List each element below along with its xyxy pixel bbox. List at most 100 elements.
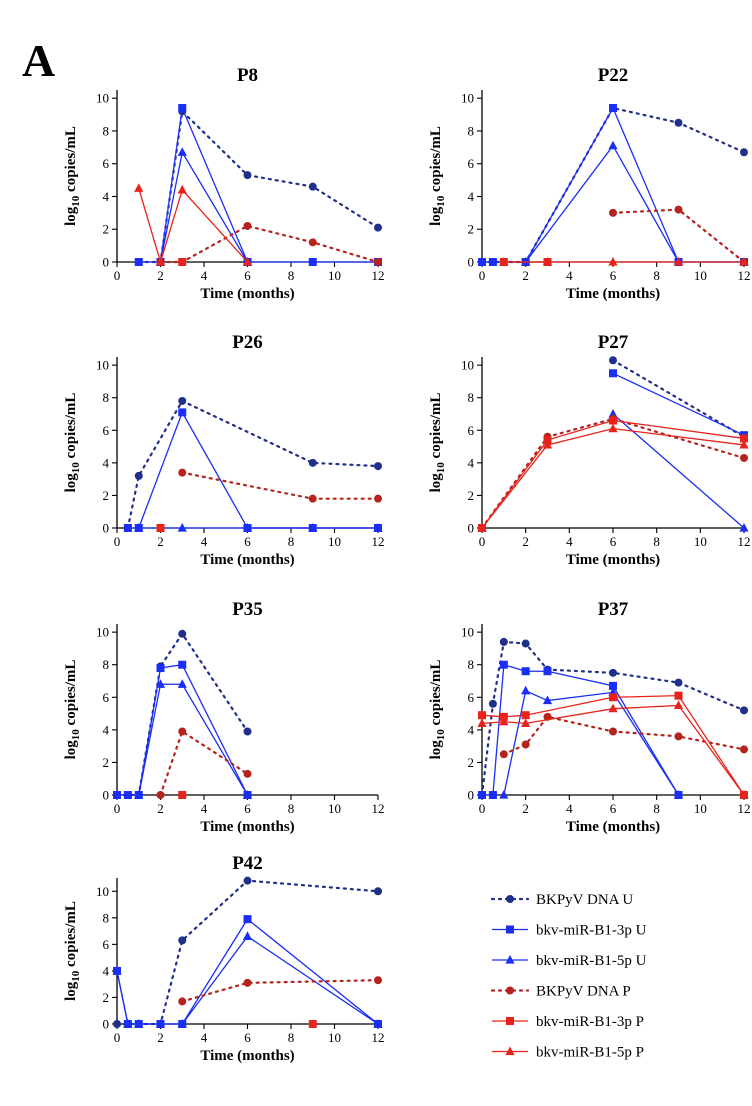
data-point	[123, 1019, 133, 1028]
y-tick-label: 0	[468, 788, 475, 803]
x-tick-label: 6	[610, 534, 617, 549]
data-point	[308, 258, 317, 266]
x-tick-label: 2	[157, 534, 164, 549]
x-tick-label: 8	[653, 534, 660, 549]
series-BKPyV DNA P	[156, 221, 382, 266]
data-point	[673, 790, 684, 799]
chart-P42: P42 0 2 4 6 8 10 0 2 4 6 8 10 12 Time (months) log10 co…	[63, 853, 385, 1064]
chart-title: P8	[237, 65, 258, 86]
data-point	[674, 118, 683, 127]
series-bkv-miR-B1-5p U	[608, 409, 749, 532]
x-tick-label: 8	[288, 534, 295, 549]
x-tick-label: 10	[328, 801, 341, 816]
charts-group: P8 0 2 4 6 8 10 0 2 4 6 8 10 12 Time (months) log10 cop…	[63, 65, 751, 1064]
data-point	[740, 745, 748, 754]
series-BKPyV DNA P	[178, 976, 382, 1006]
data-point	[156, 524, 165, 532]
series-bkv-miR-B1-3p P	[308, 1020, 317, 1028]
x-tick-label: 8	[288, 1030, 295, 1045]
x-tick-label: 10	[328, 1030, 341, 1045]
series-bkv-miR-B1-3p P	[478, 416, 748, 532]
y-tick-label: 6	[468, 156, 475, 171]
data-point	[243, 171, 252, 180]
series-line	[612, 372, 745, 436]
y-axis-label: log10 copies/mL	[63, 660, 82, 760]
y-tick-label: 8	[103, 123, 110, 138]
series-bkv-miR-B1-5p U	[521, 140, 684, 266]
y-tick-label: 4	[468, 189, 475, 204]
x-axis-label: Time (months)	[200, 286, 294, 302]
y-tick-label: 10	[96, 358, 109, 373]
series-line	[481, 704, 745, 796]
chart-P37: P37 0 2 4 6 8 10 0 2 4 6 8 10 12 Time (months) log10 co…	[428, 599, 751, 835]
data-point	[242, 931, 253, 940]
legend-item: bkv-miR-B1-5p U	[492, 953, 647, 969]
legend-label: BKPyV DNA U	[536, 892, 633, 908]
legend: BKPyV DNA U bkv-miR-B1-3p U bkv-miR-B1-5p …	[490, 892, 647, 1061]
data-point	[609, 104, 617, 113]
y-tick-label: 10	[96, 884, 109, 899]
chart-P22: P22 0 2 4 6 8 10 0 2 4 6 8 10 12 Time (months) log10 co…	[428, 65, 751, 302]
y-tick-label: 6	[103, 937, 110, 952]
legend-marker	[506, 895, 514, 903]
legend-label: bkv-miR-B1-3p P	[536, 1014, 644, 1030]
data-point	[478, 258, 486, 266]
data-point	[308, 182, 317, 191]
data-point	[178, 408, 187, 417]
x-tick-label: 2	[522, 268, 529, 283]
data-point	[308, 238, 317, 247]
x-axis-label: Time (months)	[200, 819, 294, 835]
data-point	[243, 221, 252, 230]
series-bkv-miR-B1-3p P	[156, 524, 165, 532]
series-BKPyV DNA P	[499, 712, 748, 759]
data-point	[740, 148, 748, 157]
data-point	[374, 887, 382, 896]
x-tick-label: 0	[114, 268, 121, 283]
chart-title: P22	[598, 65, 629, 86]
data-point	[608, 257, 618, 266]
data-point	[609, 416, 617, 425]
series-bkv-miR-B1-5p P	[499, 257, 749, 266]
x-tick-label: 0	[479, 534, 486, 549]
data-point	[488, 699, 497, 708]
chart-title: P37	[598, 599, 629, 620]
data-point	[242, 523, 253, 532]
data-point	[739, 439, 749, 449]
series-line	[612, 413, 745, 529]
legend-marker	[505, 955, 515, 964]
y-tick-label: 10	[461, 625, 474, 640]
data-point	[609, 693, 617, 702]
data-point	[113, 1020, 121, 1028]
series-line	[611, 208, 746, 264]
y-tick-label: 2	[103, 222, 110, 237]
x-tick-label: 2	[522, 801, 529, 816]
x-tick-label: 6	[244, 534, 251, 549]
series-bkv-miR-B1-5p P	[134, 183, 253, 266]
x-axis-label: Time (months)	[200, 1048, 294, 1064]
y-tick-label: 4	[103, 722, 110, 737]
data-point	[374, 976, 382, 985]
data-point	[123, 524, 132, 532]
y-tick-label: 0	[103, 255, 110, 270]
y-tick-label: 8	[103, 910, 110, 925]
data-point	[609, 208, 617, 217]
data-point	[177, 147, 187, 156]
y-tick-label: 10	[96, 625, 109, 640]
x-tick-label: 6	[244, 268, 251, 283]
series-line	[181, 471, 380, 500]
data-point	[740, 434, 748, 443]
series-line	[137, 108, 380, 264]
data-point	[739, 257, 749, 266]
legend-marker	[505, 1046, 515, 1056]
y-tick-label: 4	[103, 189, 110, 204]
y-tick-label: 6	[103, 690, 110, 705]
data-point	[155, 679, 166, 688]
data-point	[521, 685, 531, 695]
x-tick-label: 0	[479, 801, 486, 816]
y-tick-label: 2	[103, 990, 110, 1005]
data-point	[499, 660, 508, 669]
x-tick-label: 6	[610, 268, 617, 283]
data-point	[178, 468, 187, 477]
legend-item: bkv-miR-B1-3p P	[492, 1014, 644, 1030]
